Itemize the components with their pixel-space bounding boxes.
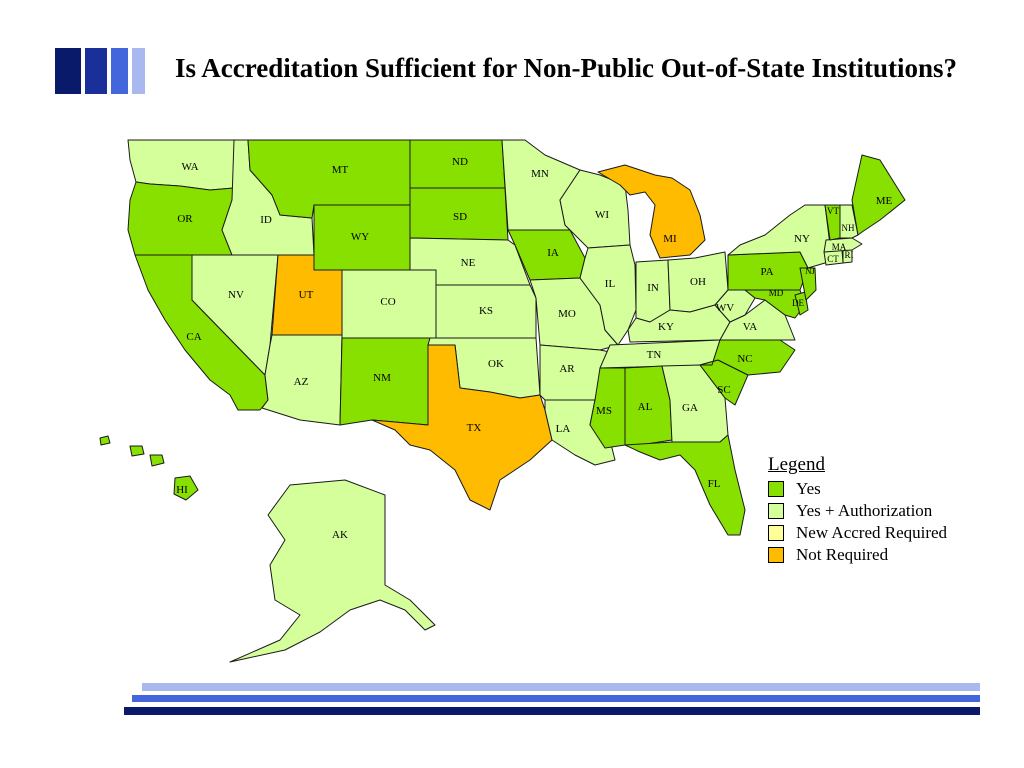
footer-accent-bars [120,683,980,717]
state-label-LA: LA [556,423,571,435]
state-label-NJ: NJ [805,266,815,276]
state-label-KY: KY [658,321,674,333]
legend-swatch-new-accred-required [768,525,784,541]
state-label-OH: OH [690,276,706,288]
state-DE [794,291,809,316]
state-label-RI: RI [845,250,854,260]
legend-title: Legend [768,454,825,475]
state-label-WV: WV [716,302,734,314]
state-label-NM: NM [373,372,391,384]
state-label-IL: IL [605,278,616,290]
state-KS [435,284,537,339]
state-label-AK: AK [332,529,348,541]
slide-title: Is Accreditation Sufficient for Non-Publ… [175,53,957,83]
state-TX [371,344,553,511]
state-ME [851,154,906,236]
legend-label-new-accred-required: New Accred Required [796,523,948,542]
state-label-MI: MI [663,233,677,245]
state-label-ND: ND [452,156,468,168]
state-label-NC: NC [737,353,752,365]
state-label-AZ: AZ [294,376,309,388]
state-label-NE: NE [461,257,476,269]
state-NJ [799,267,817,301]
state-label-CO: CO [380,296,395,308]
state-label-HI: HI [176,484,188,496]
state-KY [627,304,731,343]
legend-swatch-not-required [768,547,784,563]
state-label-ME: ME [876,195,893,207]
state-label-SC: SC [717,384,730,396]
state-label-VT: VT [827,206,839,216]
legend-swatch-yes-authorization [768,503,784,519]
state-label-GA: GA [682,402,698,414]
state-label-WA: WA [181,161,198,173]
state-label-DE: DE [792,298,804,308]
legend: Legend Yes Yes + Authorization New Accre… [768,454,998,566]
state-label-CA: CA [186,331,201,343]
state-label-MS: MS [596,405,612,417]
state-label-IN: IN [647,282,659,294]
state-label-AR: AR [559,363,575,375]
legend-item-new-accred-required: New Accred Required [768,522,998,544]
legend-item-yes-authorization: Yes + Authorization [768,500,998,522]
state-label-FL: FL [708,478,721,490]
state-label-TN: TN [647,349,662,361]
state-label-MD: MD [769,288,784,298]
state-label-ID: ID [260,214,272,226]
state-label-UT: UT [299,289,314,301]
state-label-CT: CT [827,254,839,264]
legend-label-not-required: Not Required [796,545,889,564]
state-HI [99,435,199,501]
state-label-NV: NV [228,289,244,301]
state-MD [744,289,806,319]
state-label-TX: TX [467,422,482,434]
legend-item-not-required: Not Required [768,544,998,566]
state-label-SD: SD [453,211,467,223]
legend-label-yes: Yes [796,479,821,498]
state-WI [559,169,631,249]
state-label-MT: MT [332,164,349,176]
state-label-PA: PA [760,266,773,278]
state-MI [597,164,706,259]
state-label-VA: VA [743,321,758,333]
slide-logo-bars [55,48,147,94]
state-label-AL: AL [638,401,653,413]
state-label-MA: MA [832,242,847,252]
state-AK [229,479,436,663]
state-label-WI: WI [595,209,609,221]
state-label-KS: KS [479,305,493,317]
state-label-NY: NY [794,233,810,245]
legend-label-yes-authorization: Yes + Authorization [796,501,933,520]
state-label-WY: WY [351,231,369,243]
state-label-MO: MO [558,308,576,320]
state-label-IA: IA [547,247,559,259]
state-label-OK: OK [488,358,504,370]
state-label-OR: OR [177,213,193,225]
state-NH [839,204,859,239]
state-label-MN: MN [531,168,549,180]
legend-swatch-yes [768,481,784,497]
state-FL [624,434,746,536]
state-label-NH: NH [842,223,855,233]
legend-item-yes: Yes [768,478,998,500]
